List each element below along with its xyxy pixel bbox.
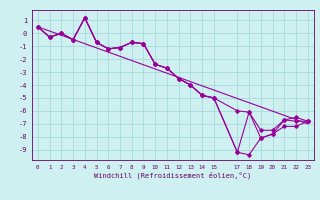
X-axis label: Windchill (Refroidissement éolien,°C): Windchill (Refroidissement éolien,°C) [94,171,252,179]
